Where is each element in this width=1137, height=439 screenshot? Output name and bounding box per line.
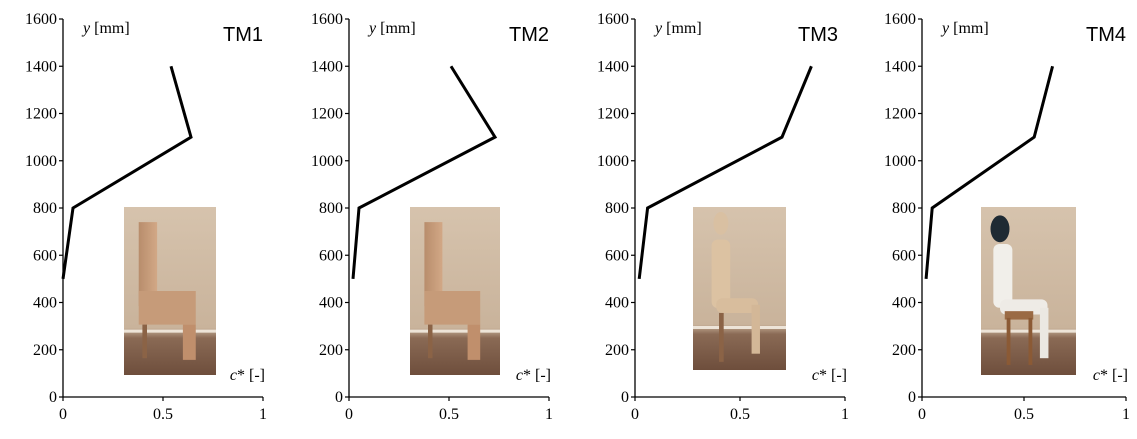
y-tick-label: 0 — [49, 389, 57, 406]
y-tick-label: 0 — [908, 389, 916, 406]
x-axis-label: c* [-] — [516, 367, 551, 384]
x-tick-label: 0.5 — [153, 406, 173, 423]
x-tick-label: 0.5 — [730, 406, 750, 423]
x-axis-label: c* [-] — [1093, 367, 1128, 384]
y-tick-label: 1600 — [597, 11, 629, 28]
x-tick-label: 1 — [841, 406, 849, 423]
x-tick-label: 0 — [631, 406, 639, 423]
x-axis-label: c* [-] — [812, 367, 847, 384]
y-tick-label: 1400 — [311, 58, 343, 75]
y-tick-label: 1000 — [311, 153, 343, 170]
y-tick-label: 800 — [892, 200, 916, 217]
x-axis-label: c* [-] — [230, 367, 265, 384]
y-axis-label: y [mm] — [367, 20, 416, 37]
x-tick-label: 1 — [259, 406, 267, 423]
y-tick-label: 400 — [605, 295, 629, 312]
y-tick-label: 1200 — [25, 106, 57, 123]
y-tick-label: 0 — [335, 389, 343, 406]
y-tick-label: 400 — [33, 295, 57, 312]
panel-title: TM2 — [509, 24, 549, 46]
y-tick-label: 600 — [33, 247, 57, 264]
y-tick-label: 600 — [892, 247, 916, 264]
y-tick-label: 1200 — [597, 106, 629, 123]
x-tick-label: 1 — [1122, 406, 1130, 423]
y-tick-label: 1000 — [25, 153, 57, 170]
panel-title: TM4 — [1086, 24, 1126, 46]
panel-tm1: 0 200 400 600 800 1000 1200 1400 1600 0 0.5 1 y [mm]… — [25, 11, 267, 423]
x-tick-label: 1 — [545, 406, 553, 423]
panel-title: TM3 — [798, 24, 838, 46]
y-axis-label: y [mm] — [940, 20, 989, 37]
y-tick-label: 1600 — [884, 11, 916, 28]
x-tick-label: 0.5 — [1014, 406, 1034, 423]
inset-photo — [981, 207, 1076, 375]
y-tick-label: 0 — [621, 389, 629, 406]
y-tick-label: 1000 — [884, 153, 916, 170]
y-tick-label: 800 — [319, 200, 343, 217]
x-tick-label: 0 — [918, 406, 926, 423]
y-tick-label: 1400 — [597, 58, 629, 75]
panel-title: TM1 — [223, 24, 263, 46]
y-tick-label: 800 — [33, 200, 57, 217]
y-tick-label: 600 — [605, 247, 629, 264]
series-line — [351, 65, 498, 280]
inset-photo — [693, 207, 786, 370]
y-tick-label: 200 — [33, 342, 57, 359]
inset-photo — [124, 207, 216, 375]
panel-tm3: 0 200 400 600 800 1000 1200 1400 1600 0 0.5 1 y [mm]… — [597, 11, 849, 423]
y-tick-label: 1200 — [311, 106, 343, 123]
x-tick-label: 0 — [345, 406, 353, 423]
series-line — [637, 65, 813, 280]
y-tick-label: 1200 — [884, 106, 916, 123]
y-tick-label: 800 — [605, 200, 629, 217]
panel-tm4: 0 200 400 600 800 1000 1200 1400 1600 0 0.5 1 y [mm]… — [884, 11, 1130, 423]
inset-photo — [410, 207, 500, 375]
panel-tm2: 0 200 400 600 800 1000 1200 1400 1600 0 0.5 1 y [mm]… — [311, 11, 553, 423]
y-tick-label: 1400 — [25, 58, 57, 75]
x-tick-label: 0 — [59, 406, 67, 423]
y-axis-label: y [mm] — [653, 20, 702, 37]
y-tick-label: 400 — [892, 295, 916, 312]
y-tick-label: 600 — [319, 247, 343, 264]
y-tick-label: 1600 — [311, 11, 343, 28]
y-tick-label: 1000 — [597, 153, 629, 170]
series-line — [924, 65, 1055, 280]
y-tick-label: 1600 — [25, 11, 57, 28]
y-tick-label: 200 — [319, 342, 343, 359]
y-axis-label: y [mm] — [81, 20, 130, 37]
y-tick-label: 1400 — [884, 58, 916, 75]
y-tick-label: 400 — [319, 295, 343, 312]
y-tick-label: 200 — [605, 342, 629, 359]
x-tick-label: 0.5 — [439, 406, 459, 423]
series-line — [61, 65, 193, 280]
y-tick-label: 200 — [892, 342, 916, 359]
